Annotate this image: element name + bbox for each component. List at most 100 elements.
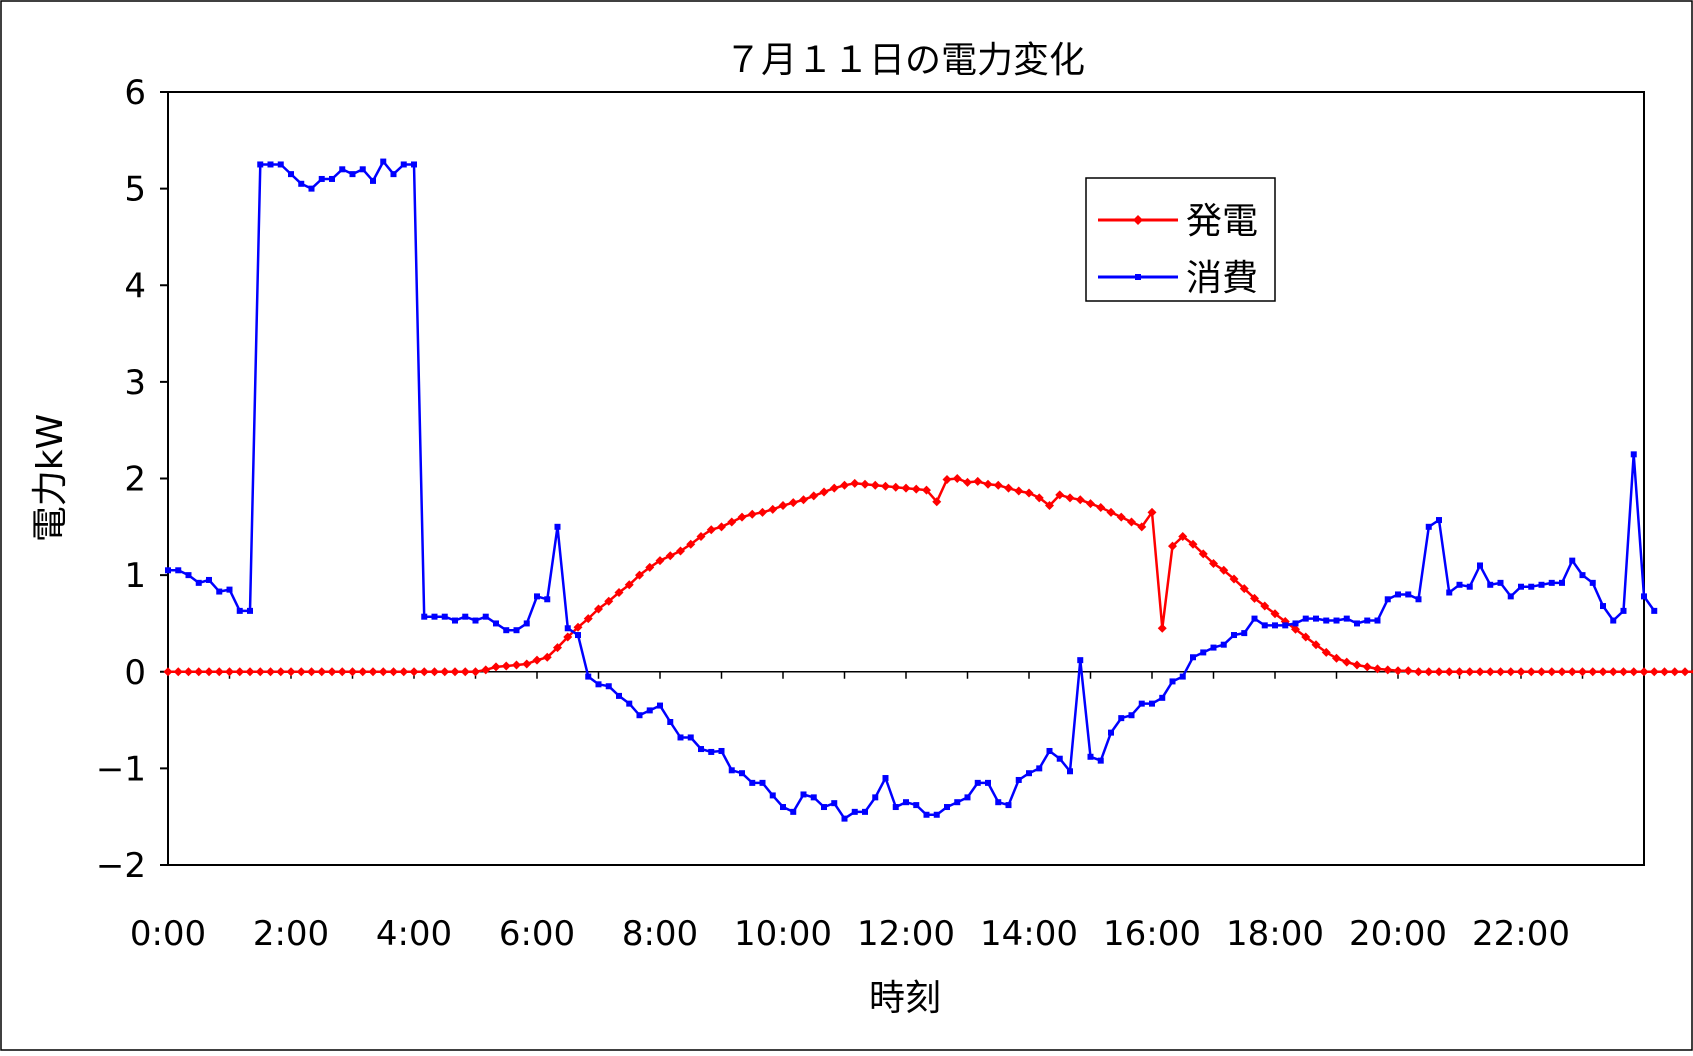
data-point bbox=[1016, 777, 1022, 783]
data-point bbox=[1221, 642, 1227, 648]
data-point bbox=[985, 780, 991, 786]
data-point bbox=[760, 780, 766, 786]
data-point bbox=[1457, 582, 1463, 588]
data-point bbox=[637, 712, 643, 718]
data-point bbox=[1498, 580, 1504, 586]
data-point bbox=[452, 618, 458, 624]
data-point bbox=[339, 166, 345, 172]
y-tick-label: −1 bbox=[96, 749, 146, 789]
data-point bbox=[749, 780, 755, 786]
x-tick-label: 4:00 bbox=[376, 914, 452, 954]
data-point bbox=[924, 812, 930, 818]
data-point bbox=[995, 799, 1001, 805]
data-point bbox=[698, 746, 704, 752]
data-point bbox=[473, 618, 479, 624]
data-point bbox=[965, 794, 971, 800]
data-point bbox=[391, 171, 397, 177]
data-point bbox=[186, 572, 192, 578]
data-point bbox=[1159, 695, 1165, 701]
data-point bbox=[1190, 654, 1196, 660]
data-point bbox=[1057, 756, 1063, 762]
data-point bbox=[1293, 620, 1299, 626]
data-point bbox=[401, 161, 407, 167]
data-point bbox=[1129, 712, 1135, 718]
data-point bbox=[872, 794, 878, 800]
data-point bbox=[678, 734, 684, 740]
data-point bbox=[237, 608, 243, 614]
data-point bbox=[247, 608, 253, 614]
y-tick-label: 5 bbox=[124, 170, 146, 210]
data-point bbox=[1231, 632, 1237, 638]
data-point bbox=[1569, 558, 1575, 564]
data-point bbox=[329, 176, 335, 182]
data-point bbox=[565, 625, 571, 631]
y-axis-title: 電力kW bbox=[30, 414, 71, 542]
x-tick-label: 0:00 bbox=[130, 914, 206, 954]
data-point bbox=[165, 567, 171, 573]
data-point bbox=[1416, 596, 1422, 602]
x-tick-label: 6:00 bbox=[499, 914, 575, 954]
data-point bbox=[1600, 603, 1606, 609]
data-point bbox=[575, 632, 581, 638]
data-point bbox=[1006, 802, 1012, 808]
legend: 発電 消費 bbox=[1086, 178, 1275, 301]
x-tick-label: 18:00 bbox=[1226, 914, 1324, 954]
data-point bbox=[667, 719, 673, 725]
data-point bbox=[1088, 754, 1094, 760]
data-point bbox=[975, 780, 981, 786]
data-point bbox=[216, 589, 222, 595]
data-point bbox=[380, 159, 386, 165]
data-point bbox=[883, 775, 889, 781]
data-point bbox=[1252, 616, 1258, 622]
data-point bbox=[1344, 616, 1350, 622]
data-point bbox=[432, 614, 438, 620]
data-point bbox=[288, 171, 294, 177]
x-tick-label: 12:00 bbox=[857, 914, 955, 954]
data-point bbox=[309, 186, 315, 192]
x-tick-label: 16:00 bbox=[1103, 914, 1201, 954]
data-point bbox=[842, 816, 848, 822]
data-point bbox=[1334, 618, 1340, 624]
data-point bbox=[954, 799, 960, 805]
data-point bbox=[811, 794, 817, 800]
data-point bbox=[790, 809, 796, 815]
data-point bbox=[1364, 618, 1370, 624]
data-point bbox=[493, 620, 499, 626]
data-point bbox=[1446, 590, 1452, 596]
data-point bbox=[1641, 593, 1647, 599]
legend-marker-shouhi bbox=[1135, 274, 1141, 280]
y-tick-label: 0 bbox=[124, 653, 146, 693]
data-point bbox=[1426, 524, 1432, 530]
data-point bbox=[1313, 616, 1319, 622]
data-point bbox=[1323, 618, 1329, 624]
data-point bbox=[350, 171, 356, 177]
y-tick-label: 4 bbox=[124, 266, 146, 306]
data-point bbox=[831, 800, 837, 806]
data-point bbox=[944, 804, 950, 810]
data-point bbox=[1282, 622, 1288, 628]
data-point bbox=[268, 161, 274, 167]
x-tick-label: 22:00 bbox=[1472, 914, 1570, 954]
x-tick-label: 20:00 bbox=[1349, 914, 1447, 954]
data-point bbox=[1467, 584, 1473, 590]
data-point bbox=[1559, 580, 1565, 586]
legend-label-hatsuden: 発電 bbox=[1186, 201, 1258, 242]
data-point bbox=[1180, 674, 1186, 680]
data-point bbox=[421, 614, 427, 620]
x-tick-label: 10:00 bbox=[734, 914, 832, 954]
data-point bbox=[596, 681, 602, 687]
data-point bbox=[1539, 582, 1545, 588]
plot-area bbox=[168, 92, 1644, 865]
data-point bbox=[483, 614, 489, 620]
data-point bbox=[1108, 730, 1114, 736]
chart-title: ７月１１日の電力変化 bbox=[725, 40, 1085, 81]
data-point bbox=[206, 577, 212, 583]
y-tick-label: −2 bbox=[96, 846, 146, 886]
data-point bbox=[524, 620, 530, 626]
data-point bbox=[1436, 517, 1442, 523]
data-point bbox=[1621, 608, 1627, 614]
data-point bbox=[719, 748, 725, 754]
data-point bbox=[821, 804, 827, 810]
